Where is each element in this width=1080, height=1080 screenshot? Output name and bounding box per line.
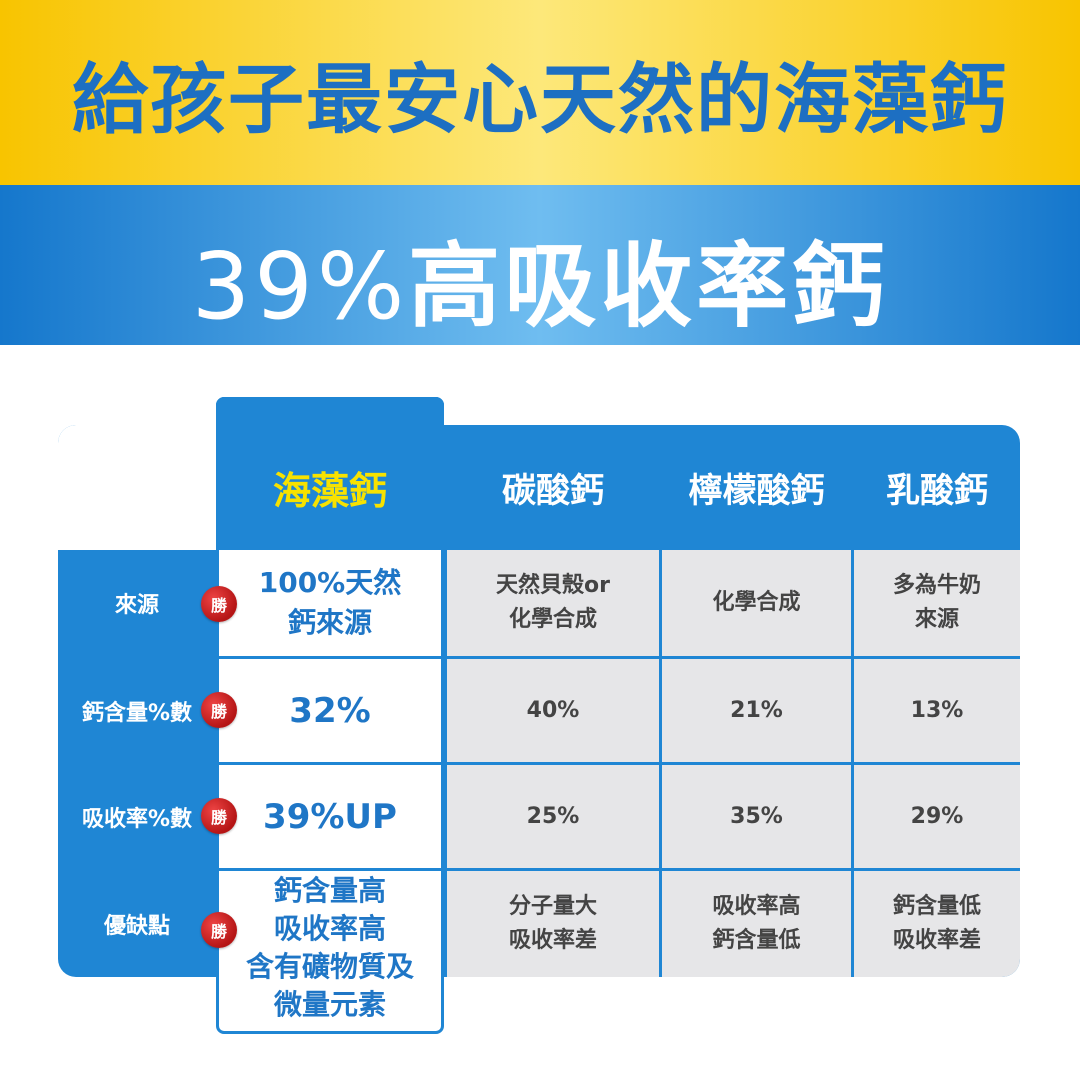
featured-divider bbox=[219, 868, 441, 871]
row-label-absorption: 吸收率%數 bbox=[81, 806, 193, 832]
header-calcium-lactate: 乳酸鈣 bbox=[886, 471, 988, 511]
cell-source-carbonate: 天然貝殼or 化學合成 bbox=[447, 550, 659, 656]
win-badge: 勝 bbox=[201, 798, 237, 834]
featured-absorption: 39%UP bbox=[263, 796, 397, 837]
cell-absorption-citrate: 35% bbox=[662, 765, 851, 868]
header-seaweed-calcium: 海藻鈣 bbox=[216, 397, 444, 550]
cell-proscons-carbonate: 分子量大 吸收率差 bbox=[447, 871, 659, 977]
header-calcium-citrate: 檸檬酸鈣 bbox=[688, 471, 825, 511]
cell-source-citrate: 化學合成 bbox=[662, 550, 851, 656]
blue-banner bbox=[0, 185, 1080, 345]
cell-absorption-lactate: 29% bbox=[854, 765, 1020, 868]
featured-divider bbox=[219, 656, 441, 659]
featured-divider bbox=[219, 762, 441, 765]
win-badge: 勝 bbox=[201, 692, 237, 728]
featured-source: 100%天然 鈣來源 bbox=[258, 566, 402, 639]
row-label-calcium-content: 鈣含量%數 bbox=[81, 700, 193, 726]
subheadline: 39%高吸收率鈣 bbox=[0, 212, 1080, 345]
cell-proscons-lactate: 鈣含量低 吸收率差 bbox=[854, 871, 1020, 977]
cell-content-citrate: 21% bbox=[662, 659, 851, 762]
row-label-source: 來源 bbox=[114, 593, 159, 618]
cell-absorption-carbonate: 25% bbox=[447, 765, 659, 868]
subheadline-percent: 39% bbox=[191, 233, 409, 340]
win-badge: 勝 bbox=[201, 586, 237, 622]
cell-content-lactate: 13% bbox=[854, 659, 1020, 762]
subheadline-text: 高吸收率鈣 bbox=[408, 233, 889, 340]
win-badge: 勝 bbox=[201, 912, 237, 948]
cell-proscons-citrate: 吸收率高 鈣含量低 bbox=[662, 871, 851, 977]
header-calcium-carbonate: 碳酸鈣 bbox=[502, 471, 604, 511]
featured-calcium-content: 32% bbox=[289, 690, 371, 731]
featured-pros-cons: 鈣含量高 吸收率高 含有礦物質及 微量元素 bbox=[245, 874, 414, 1021]
cell-source-lactate: 多為牛奶 來源 bbox=[854, 550, 1020, 656]
row-label-pros-cons: 優缺點 bbox=[103, 914, 170, 939]
top-yellow-band bbox=[0, 0, 1080, 185]
headline: 給孩子最安心天然的海藻鈣 bbox=[72, 55, 1008, 144]
cell-content-carbonate: 40% bbox=[447, 659, 659, 762]
table-corner bbox=[58, 425, 216, 550]
